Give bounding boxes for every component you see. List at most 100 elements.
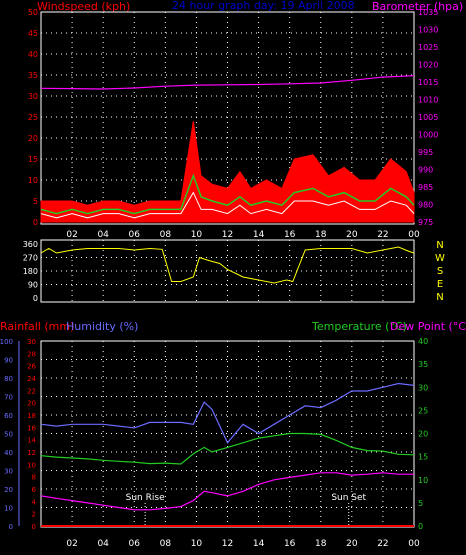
wind-direction-line [40,246,415,284]
barometer-tick-label: 1010 [418,96,438,105]
humidity-axis-label: Humidity (%) [66,320,138,333]
compass-label: W [435,253,445,264]
chart-title: 24 hour graph day: 19 April 2008 [172,0,355,12]
temperature-panel-grid [41,341,414,526]
direction-axis-ticks: 0 90 180 270 360 [23,240,38,303]
wind-gust-area [40,121,415,223]
humidity-tick-label: 100 [0,338,13,346]
compass-label: E [437,279,443,290]
wind-axis-ticks: 0 5 10 15 20 25 30 35 40 45 50 [28,8,38,227]
humidity-line [40,382,415,444]
temperature-tick-label: 30 [418,383,428,392]
wind-tick-label: 0 [33,218,38,227]
barometer-tick-label: 1035 [418,8,438,17]
temperature-time-ticks: 02 04 06 08 10 12 14 16 18 20 22 00 [66,539,420,549]
time-tick-label: 20 [346,230,358,240]
direction-series [40,246,415,284]
rainfall-tick-label: 28 [27,350,36,358]
compass-label: N [436,240,443,251]
temperature-tick-label: 35 [418,360,428,369]
temperature-line [40,432,415,465]
wind-barometer-series [40,75,415,223]
time-tick-label: 10 [191,230,203,240]
time-tick-label: 00 [408,539,420,549]
wind-axis-label: Windspeed (kph) [37,0,130,13]
humidity-tick-label: 10 [4,505,13,513]
barometer-tick-label: 1025 [418,43,438,52]
time-tick-label: 06 [129,230,141,240]
humidity-tick-label: 20 [4,486,13,494]
rainfall-tick-label: 16 [27,424,36,432]
temperature-tick-label: 10 [418,476,428,485]
wind-tick-label: 40 [28,50,38,59]
compass-label: S [437,266,443,277]
time-tick-label: 06 [129,539,141,549]
rainfall-tick-label: 10 [27,461,36,469]
barometer-tick-label: 980 [418,201,433,210]
barometer-tick-label: 1030 [418,26,438,35]
time-tick-label: 14 [253,539,265,549]
humidity-tick-label: 60 [4,412,13,420]
sunrise-label: Sun Rise [126,493,165,503]
sun-markers: Sun Rise Sun Set [126,493,367,526]
wind-tick-label: 10 [28,176,38,185]
rainfall-tick-label: 2 [32,511,36,519]
barometer-tick-label: 995 [418,148,433,157]
humidity-tick-label: 70 [4,394,13,402]
temperature-tick-label: 20 [418,430,428,439]
time-tick-label: 02 [66,230,77,240]
sunset-label: Sun Set [331,493,366,503]
rainfall-tick-label: 6 [32,486,37,494]
barometer-tick-label: 1020 [418,61,438,70]
rainfall-tick-label: 8 [32,474,36,482]
rainfall-tick-label: 12 [27,449,36,457]
wind-tick-label: 20 [28,134,38,143]
barometer-tick-label: 1000 [418,131,438,140]
humidity-tick-label: 30 [4,468,13,476]
wind-speed-line [40,191,415,219]
temperature-tick-label: 15 [418,453,428,462]
time-tick-label: 10 [191,539,203,549]
time-tick-label: 08 [160,230,172,240]
barometer-tick-label: 1005 [418,113,438,122]
barometer-tick-label: 1015 [418,78,438,87]
time-tick-label: 00 [408,230,420,240]
barometer-tick-label: 990 [418,166,433,175]
rainfall-tick-label: 4 [32,498,37,506]
rainfall-tick-label: 30 [27,338,36,346]
dewpoint-axis-label: Dew Point (°C) [390,320,466,333]
temperature-humidity-series [40,382,415,527]
wind-tick-label: 50 [28,8,38,17]
direction-panel-grid [41,240,414,302]
wind-tick-label: 35 [28,71,38,80]
rainfall-tick-label: 26 [27,363,36,371]
time-tick-label: 14 [253,230,265,240]
rainfall-tick-label: 20 [27,400,36,408]
humidity-tick-label: 50 [4,431,13,439]
humidity-axis-ticks: 0 10 20 30 40 50 60 70 80 90 100 [0,338,20,531]
rainfall-tick-label: 14 [27,437,36,445]
wind-time-ticks: 02 04 06 08 10 12 14 16 18 20 22 00 [66,230,420,240]
temperature-axis-label: Temperature (°C) [311,320,407,333]
temperature-axis-ticks: 0 5 10 15 20 25 30 35 40 [418,337,428,531]
time-tick-label: 12 [222,230,233,240]
direction-tick-label: 180 [23,267,38,276]
barometer-axis-label: Barometer (hpa) [372,0,463,13]
humidity-tick-label: 40 [4,449,13,457]
wind-tick-label: 25 [28,113,38,122]
temperature-tick-label: 5 [418,499,423,508]
time-tick-label: 08 [160,539,172,549]
wind-tick-label: 45 [28,29,38,38]
dewpoint-line [40,472,414,511]
time-tick-label: 18 [315,539,327,549]
direction-tick-label: 270 [23,254,38,263]
direction-tick-label: 0 [33,294,38,303]
wind-tick-label: 15 [28,155,38,164]
temperature-tick-label: 25 [418,406,428,415]
time-tick-label: 20 [346,539,358,549]
barometer-line [40,75,415,90]
